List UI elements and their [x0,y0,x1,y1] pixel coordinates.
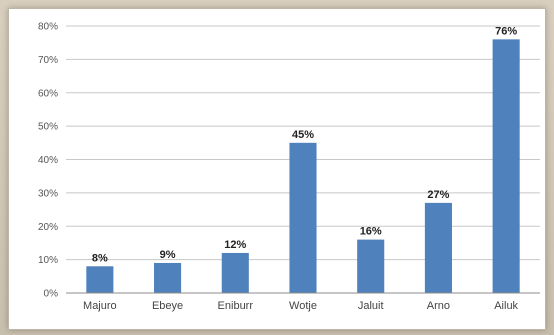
data-label-eniburr: 12% [224,239,246,251]
y-tick-label: 30% [38,188,58,199]
y-tick-label: 0% [44,289,59,300]
data-label-majuro: 8% [92,252,108,264]
category-label-ebeye: Ebeye [152,300,183,312]
y-tick-label: 50% [38,122,58,133]
category-label-jaluit: Jaluit [358,300,384,312]
y-tick-label: 70% [38,55,58,66]
bar-arno [424,202,452,293]
data-label-ailuk: 76% [495,25,517,37]
y-tick-label: 40% [38,155,58,166]
bar-jaluit [357,239,385,293]
y-axis-ticks: 0% 10% 20% 30% 40% 50% 60% 70% 80% [38,22,58,300]
y-tick-label: 10% [38,255,58,266]
y-tick-label: 80% [38,22,58,33]
data-label-ebeye: 9% [160,249,176,261]
data-label-wotje: 45% [292,129,314,141]
data-labels: 8% 9% 12% 45% 16% 27% 76% [92,25,517,264]
category-label-ailuk: Ailuk [494,300,518,312]
x-axis-categories: Majuro Ebeye Eniburr Wotje Jaluit Arno Ailuk [83,300,519,312]
bar-eniburr [221,252,249,293]
bar-wotje [289,142,317,293]
category-label-eniburr: Eniburr [218,300,254,312]
category-label-arno: Arno [427,300,450,312]
data-label-arno: 27% [427,189,449,201]
category-label-majuro: Majuro [83,300,117,312]
bar-ailuk [492,39,520,293]
y-tick-label: 20% [38,222,58,233]
bar-majuro [86,266,114,293]
category-label-wotje: Wotje [289,300,317,312]
bar-ebeye [154,262,182,293]
bars [86,39,520,293]
data-label-jaluit: 16% [360,226,382,238]
y-tick-label: 60% [38,88,58,99]
